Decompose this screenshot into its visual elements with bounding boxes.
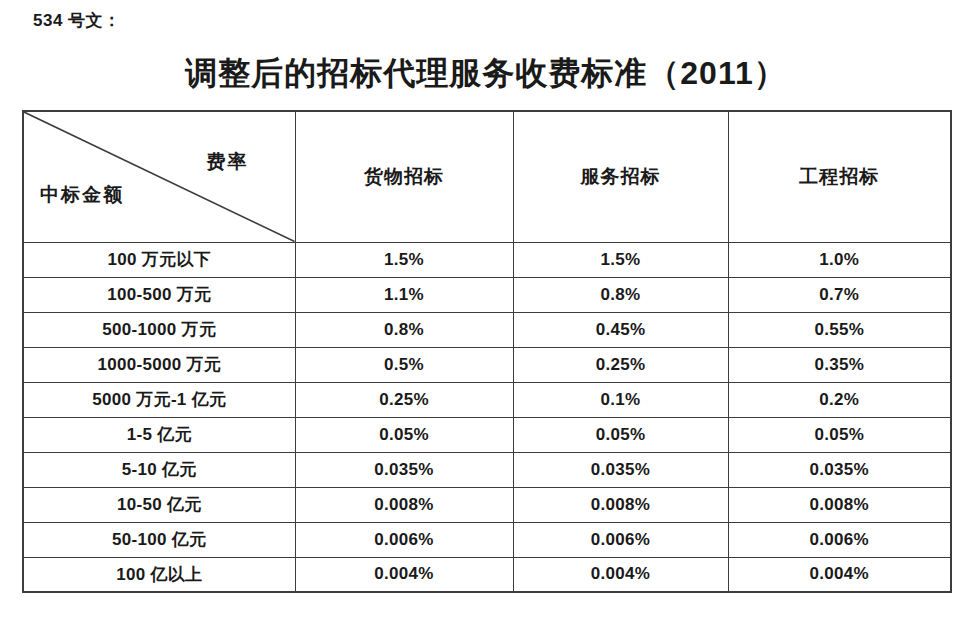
- rate-value: 0.035%: [295, 452, 513, 487]
- doc-ref-label: 534 号文：: [33, 9, 121, 32]
- rate-value: 0.004%: [513, 557, 728, 592]
- table-row: 100 万元以下 1.5% 1.5% 1.0%: [23, 242, 951, 277]
- table-row: 1-5 亿元 0.05% 0.05% 0.05%: [23, 417, 951, 452]
- rate-value: 0.008%: [728, 487, 951, 522]
- row-label: 1-5 亿元: [23, 417, 295, 452]
- row-label: 100-500 万元: [23, 277, 295, 312]
- rate-value: 0.2%: [728, 382, 951, 417]
- row-label: 5-10 亿元: [23, 452, 295, 487]
- rate-value: 0.006%: [513, 522, 728, 557]
- rate-value: 0.035%: [728, 452, 951, 487]
- rate-value: 1.5%: [295, 242, 513, 277]
- row-label: 100 亿以上: [23, 557, 295, 592]
- rate-value: 0.008%: [513, 487, 728, 522]
- rate-value: 1.1%: [295, 277, 513, 312]
- rate-value: 0.8%: [295, 312, 513, 347]
- row-label: 50-100 亿元: [23, 522, 295, 557]
- table-row: 100 亿以上 0.004% 0.004% 0.004%: [23, 557, 951, 592]
- corner-label-amount: 中标金额: [40, 182, 124, 208]
- rate-value: 1.5%: [513, 242, 728, 277]
- table-row: 10-50 亿元 0.008% 0.008% 0.008%: [23, 487, 951, 522]
- rate-value: 0.008%: [295, 487, 513, 522]
- fee-rate-table: 费率 中标金额 货物招标 服务招标 工程招标 100 万元以下 1.5% 1.5…: [22, 110, 952, 593]
- table-row: 5000 万元-1 亿元 0.25% 0.1% 0.2%: [23, 382, 951, 417]
- rate-value: 0.8%: [513, 277, 728, 312]
- rate-value: 0.05%: [295, 417, 513, 452]
- corner-label-rate: 费率: [207, 149, 249, 175]
- rate-value: 0.004%: [295, 557, 513, 592]
- row-label: 500-1000 万元: [23, 312, 295, 347]
- diagonal-divider-line: [24, 112, 295, 242]
- rate-value: 0.006%: [295, 522, 513, 557]
- row-label: 1000-5000 万元: [23, 347, 295, 382]
- rate-value: 0.45%: [513, 312, 728, 347]
- rate-value: 0.7%: [728, 277, 951, 312]
- row-label: 5000 万元-1 亿元: [23, 382, 295, 417]
- rate-value: 0.5%: [295, 347, 513, 382]
- rate-value: 0.05%: [513, 417, 728, 452]
- rate-value: 0.035%: [513, 452, 728, 487]
- document-page: 534 号文： 调整后的招标代理服务收费标准（2011） 费率 中标金额 货物招…: [0, 0, 979, 629]
- column-header-services: 服务招标: [513, 111, 728, 242]
- corner-header-cell: 费率 中标金额: [23, 111, 295, 242]
- table-header-row: 费率 中标金额 货物招标 服务招标 工程招标: [23, 111, 951, 242]
- rate-value: 0.55%: [728, 312, 951, 347]
- column-header-engineering: 工程招标: [728, 111, 951, 242]
- table-row: 1000-5000 万元 0.5% 0.25% 0.35%: [23, 347, 951, 382]
- table-row: 500-1000 万元 0.8% 0.45% 0.55%: [23, 312, 951, 347]
- page-title: 调整后的招标代理服务收费标准（2011）: [0, 52, 972, 96]
- table-row: 50-100 亿元 0.006% 0.006% 0.006%: [23, 522, 951, 557]
- rate-value: 0.25%: [295, 382, 513, 417]
- table-row: 5-10 亿元 0.035% 0.035% 0.035%: [23, 452, 951, 487]
- rate-value: 0.004%: [728, 557, 951, 592]
- rate-value: 0.05%: [728, 417, 951, 452]
- rate-value: 0.25%: [513, 347, 728, 382]
- rate-value: 0.1%: [513, 382, 728, 417]
- rate-value: 0.35%: [728, 347, 951, 382]
- row-label: 100 万元以下: [23, 242, 295, 277]
- rate-value: 0.006%: [728, 522, 951, 557]
- table-row: 100-500 万元 1.1% 0.8% 0.7%: [23, 277, 951, 312]
- column-header-goods: 货物招标: [295, 111, 513, 242]
- row-label: 10-50 亿元: [23, 487, 295, 522]
- rate-value: 1.0%: [728, 242, 951, 277]
